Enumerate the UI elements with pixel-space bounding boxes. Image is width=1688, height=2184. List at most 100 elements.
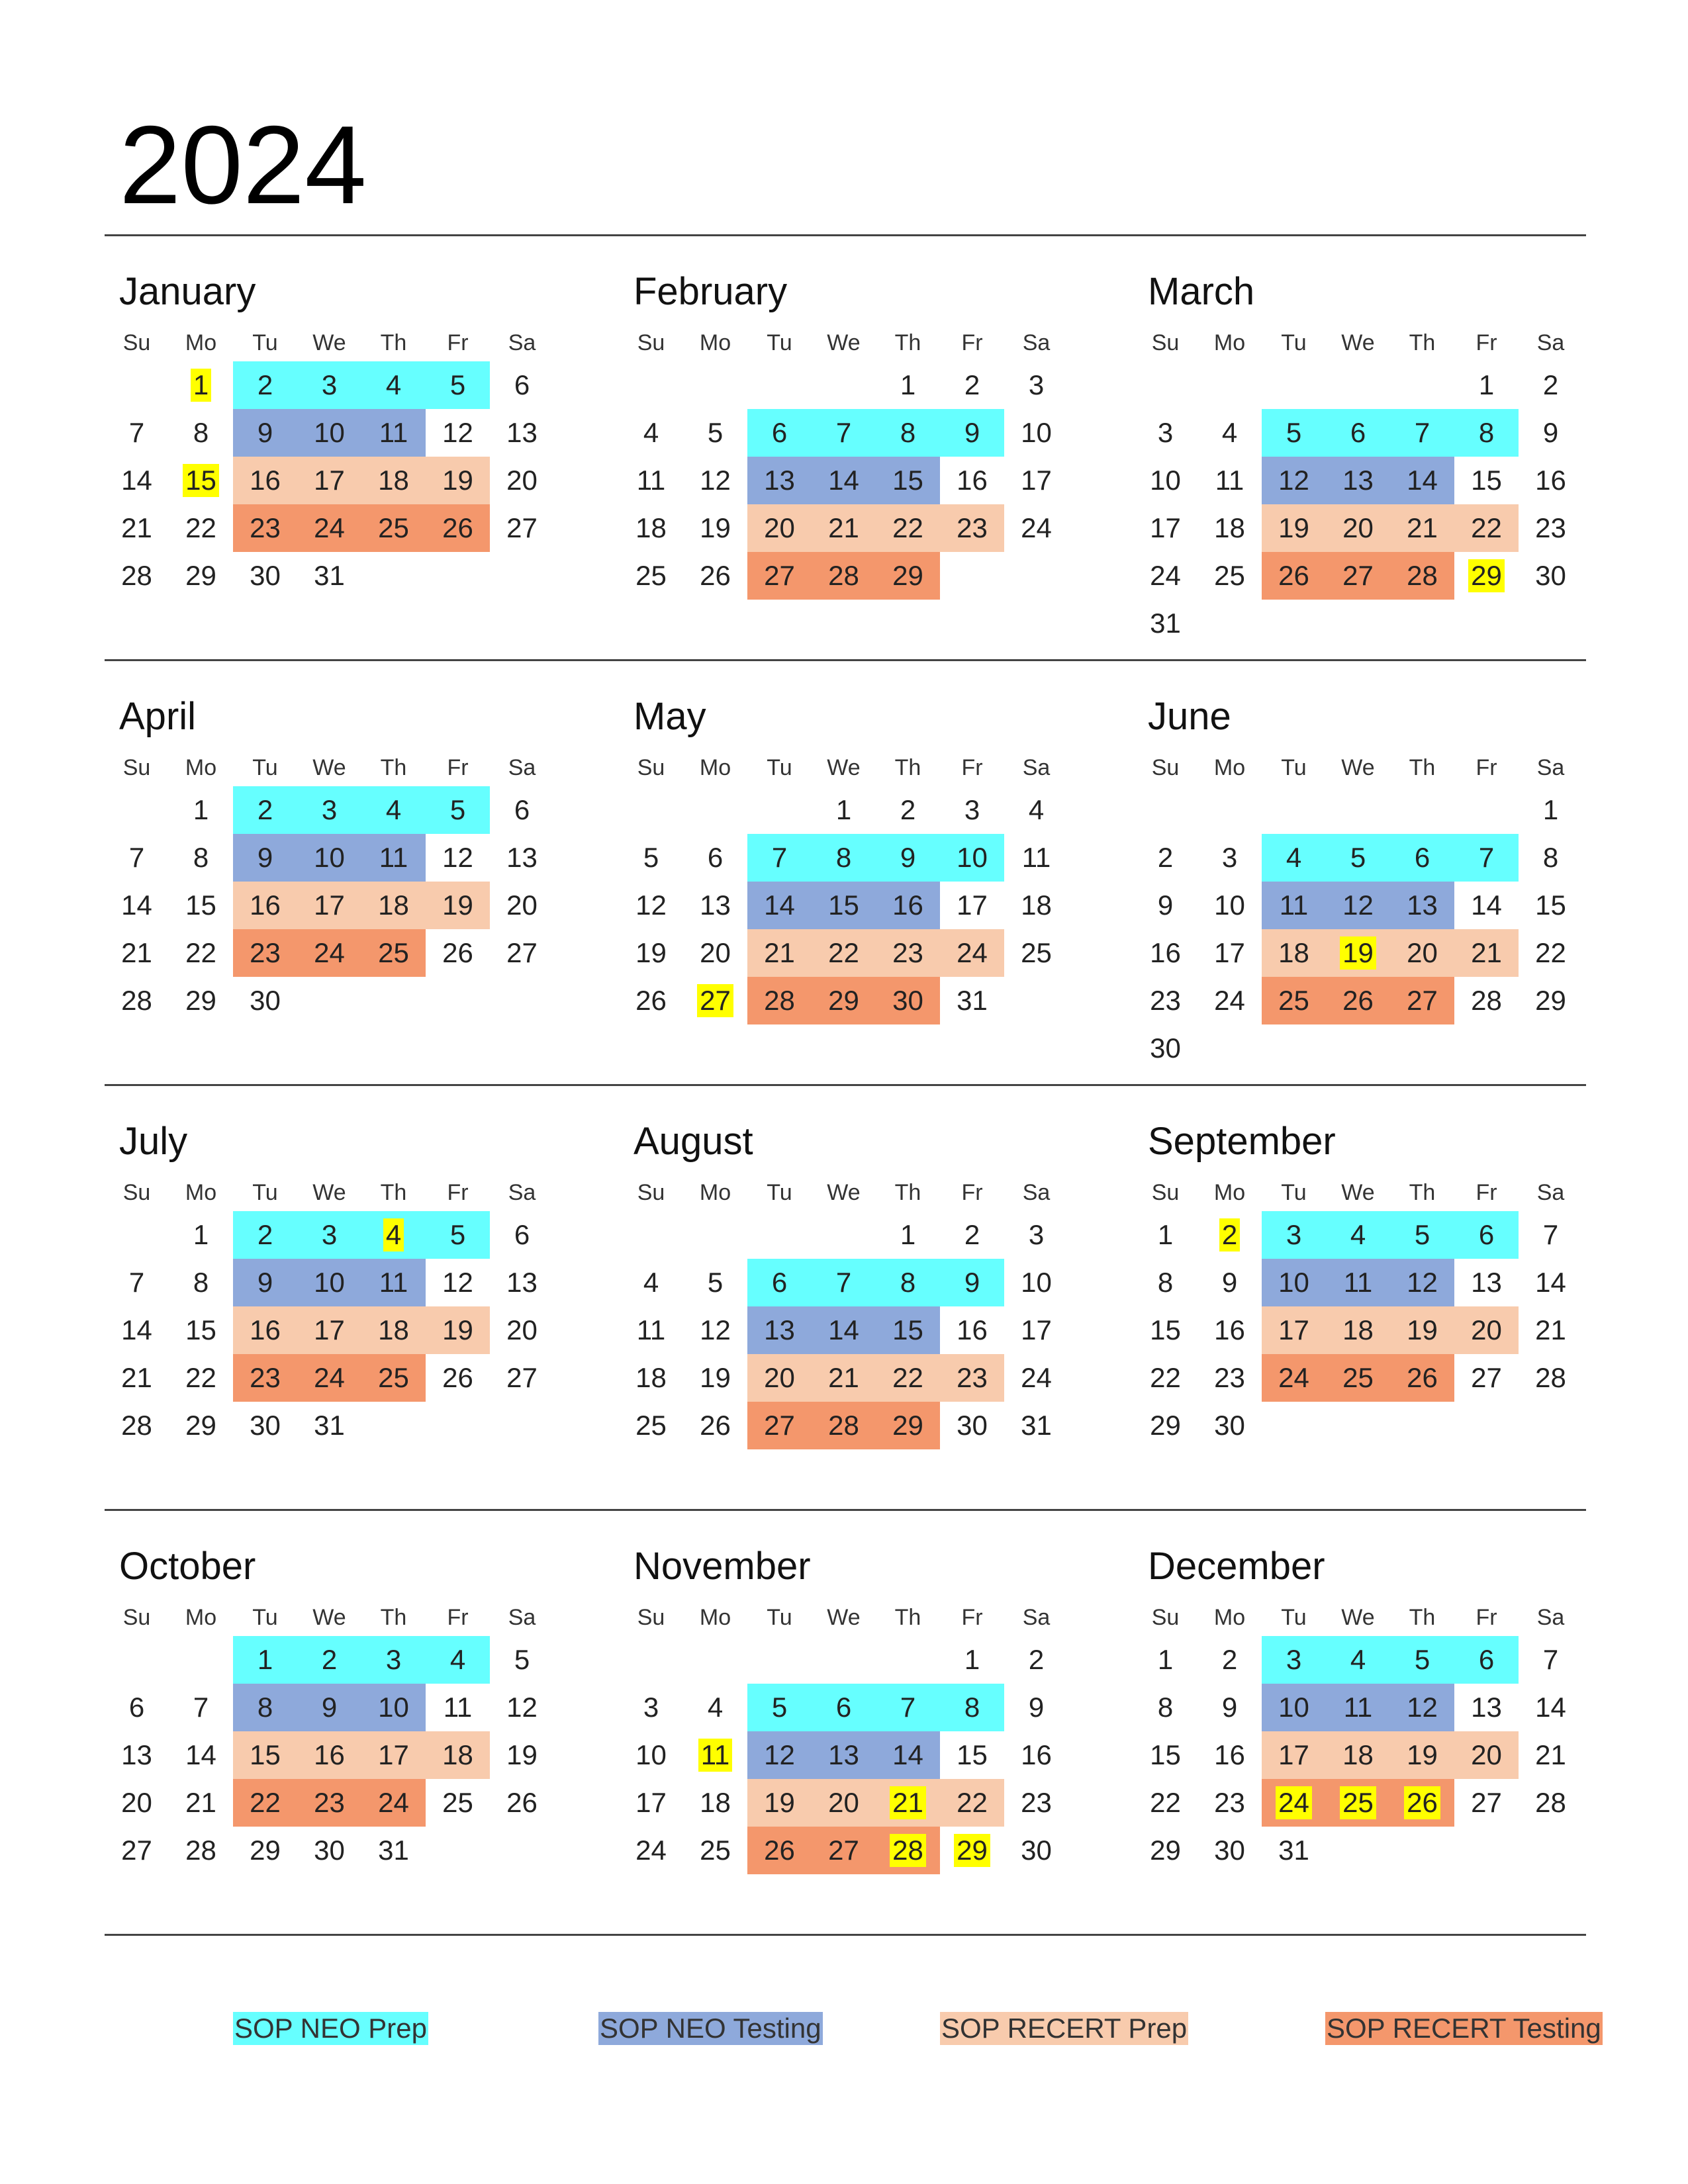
empty-cell [683, 786, 747, 834]
month-grid: Su Mo Tu We Th Fr Sa 1 2 3 4 5 6 7 8 9 10 11 12 13 14 15 16 17 1… [105, 1599, 554, 1922]
day-number: 25 [635, 559, 667, 591]
month-grid: Su Mo Tu We Th Fr Sa 1 2 3 4 5 6 7 8 9 10 11 12 13 14 15 16 17 1… [1133, 1599, 1583, 1922]
day-number: 2 [257, 369, 273, 400]
day-number: 13 [121, 1739, 152, 1770]
day-cell: 3 [940, 786, 1004, 834]
day-cell: 26 [683, 552, 747, 600]
day-number: 9 [1542, 416, 1559, 448]
day-cell: 5 [1390, 1211, 1454, 1259]
day-number: 2 [1542, 369, 1559, 400]
day-number: 13 [506, 416, 538, 448]
day-cell: 27 [747, 1402, 812, 1449]
day-cell: 18 [619, 504, 683, 552]
day-cell: 12 [490, 1684, 554, 1731]
day-cell: 27 [1390, 977, 1454, 1024]
day-cell: 30 [233, 977, 297, 1024]
day-number: 25 [378, 1361, 409, 1393]
day-cell: 7 [812, 409, 876, 457]
day-number: 6 [514, 1218, 530, 1250]
day-cell: 14 [105, 457, 169, 504]
day-cell: 19 [683, 1354, 747, 1402]
day-cell: 28 [1454, 977, 1519, 1024]
day-number: 3 [385, 1643, 402, 1675]
day-number: 8 [1157, 1691, 1174, 1723]
day-number: 19 [700, 512, 731, 543]
day-number: 8 [1542, 841, 1559, 873]
day-number: 24 [314, 1361, 345, 1393]
weekday-header: Tu [1281, 1604, 1307, 1630]
day-number: 9 [257, 416, 273, 448]
day-cell: 2 [876, 786, 940, 834]
day-number: 5 [643, 841, 659, 873]
day-number: 11 [1021, 841, 1051, 873]
day-cell: 19 [1262, 504, 1326, 552]
day-cell: 6 [812, 1684, 876, 1731]
day-number: 7 [900, 1691, 916, 1723]
day-number: 10 [1021, 1266, 1052, 1298]
weekday-header: Tu [767, 330, 792, 355]
day-number: 1 [1542, 794, 1559, 825]
day-cell: 19 [683, 504, 747, 552]
day-number: 5 [1350, 841, 1366, 873]
day-cell: 20 [1454, 1731, 1519, 1779]
day-number: 28 [121, 984, 152, 1016]
legend-recert-prep: SOP RECERT Prep [940, 2012, 1189, 2045]
day-cell: 8 [940, 1684, 1004, 1731]
weekday-header: Th [1409, 754, 1436, 780]
day-number: 17 [957, 889, 988, 921]
day-cell: 25 [361, 1354, 426, 1402]
day-cell: 9 [940, 409, 1004, 457]
day-number: 23 [1150, 984, 1181, 1016]
day-cell: 12 [426, 834, 490, 882]
day-cell: 21 [169, 1779, 233, 1827]
weekday-header: Su [637, 754, 665, 780]
day-number: 30 [250, 1409, 281, 1441]
day-number: 10 [1278, 1266, 1309, 1298]
day-number: 17 [1278, 1314, 1309, 1345]
day-cell: 6 [1390, 834, 1454, 882]
day-number: 24 [1021, 512, 1052, 543]
day-number: 4 [383, 1218, 404, 1252]
day-cell: 20 [1454, 1306, 1519, 1354]
day-cell: 23 [1133, 977, 1197, 1024]
day-cell: 23 [1197, 1779, 1262, 1827]
day-number: 17 [635, 1786, 667, 1818]
day-cell: 6 [1454, 1636, 1519, 1684]
day-cell: 27 [747, 552, 812, 600]
weekday-header: Sa [1022, 330, 1051, 355]
day-cell: 8 [812, 834, 876, 882]
day-number: 20 [700, 936, 731, 968]
day-cell: 26 [619, 977, 683, 1024]
day-cell: 11 [1326, 1684, 1390, 1731]
empty-cell [812, 361, 876, 409]
day-number: 24 [314, 512, 345, 543]
day-number: 1 [835, 794, 852, 825]
day-number: 21 [121, 936, 152, 968]
day-number: 5 [449, 794, 466, 825]
day-cell: 22 [876, 1354, 940, 1402]
day-cell: 2 [940, 1211, 1004, 1259]
weekday-header: Tu [1281, 1179, 1307, 1205]
day-number: 18 [1021, 889, 1052, 921]
weekday-header: Fr [961, 1179, 983, 1205]
day-cell: 12 [1262, 457, 1326, 504]
day-number: 6 [1478, 1218, 1495, 1250]
day-number: 15 [1150, 1739, 1181, 1770]
day-number: 26 [442, 936, 473, 968]
day-number: 14 [828, 464, 859, 496]
day-cell: 12 [1390, 1259, 1454, 1306]
empty-cell [1197, 361, 1262, 409]
day-number: 24 [1278, 1361, 1309, 1393]
day-cell: 18 [1262, 929, 1326, 977]
day-cell: 14 [1390, 457, 1454, 504]
day-cell: 17 [1004, 1306, 1068, 1354]
day-cell: 18 [1326, 1306, 1390, 1354]
day-number: 12 [442, 1266, 473, 1298]
month-grid: Su Mo Tu We Th Fr Sa 1 2 3 4 5 6 7 8 9 10 11 12 13 14 15 16 17 1… [105, 324, 554, 647]
day-cell: 28 [105, 1402, 169, 1449]
weekday-header: Su [1151, 1179, 1180, 1205]
day-number: 12 [700, 1314, 731, 1345]
day-cell: 24 [361, 1779, 426, 1827]
day-number: 5 [514, 1643, 530, 1675]
day-cell: 19 [1390, 1731, 1454, 1779]
